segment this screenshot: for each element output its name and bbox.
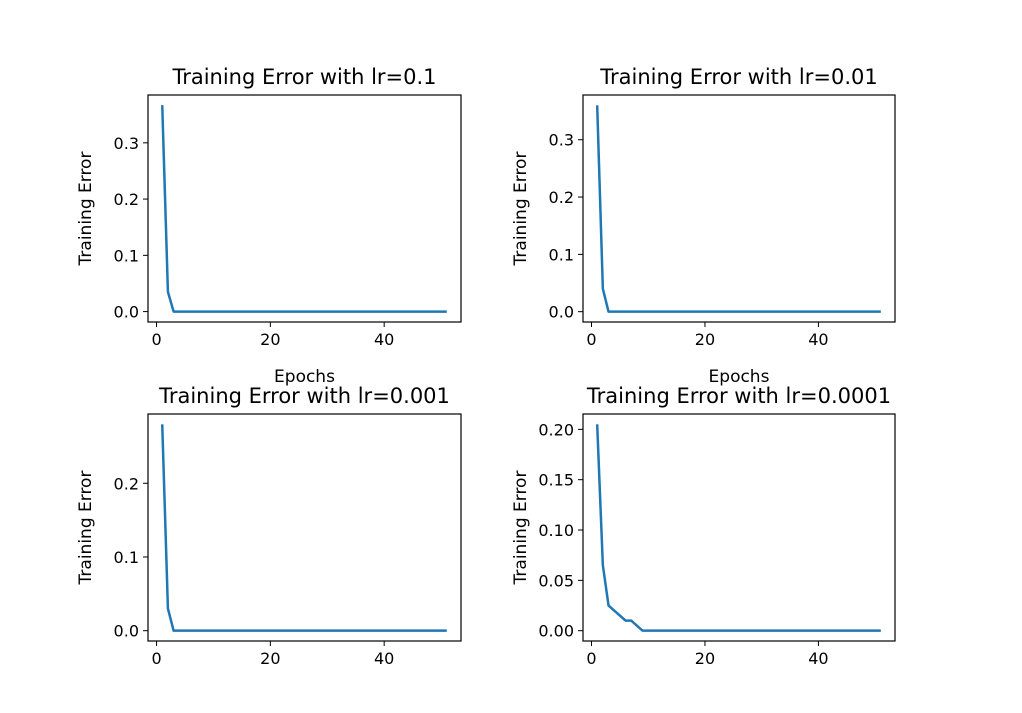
y-tick-label: 0.3 bbox=[549, 131, 574, 150]
subplot-title: Training Error with lr=0.0001 bbox=[586, 384, 891, 408]
x-tick-label: 40 bbox=[374, 649, 394, 668]
y-tick-label: 0.0 bbox=[114, 622, 139, 641]
subplot-2: 0 20 40 0.0 0.1 0.2 0.3 Training Error with lr=… bbox=[511, 65, 896, 387]
y-tick-label: 0.2 bbox=[549, 188, 574, 207]
y-tick-label: 0.0 bbox=[549, 303, 574, 322]
subplot-title: Training Error with lr=0.001 bbox=[158, 384, 450, 408]
y-axis-label: Training Error bbox=[511, 152, 531, 267]
series-line bbox=[160, 424, 447, 632]
series-line bbox=[595, 424, 881, 632]
axes-frame bbox=[582, 413, 896, 642]
y-axis-label: Training Error bbox=[76, 152, 96, 267]
y-tick-label: 0.1 bbox=[114, 246, 139, 265]
y-tick-label: 0.05 bbox=[538, 571, 574, 590]
y-tick-label: 0.00 bbox=[538, 622, 574, 641]
y-tick-label: 0.1 bbox=[114, 548, 139, 567]
y-axis-label: Training Error bbox=[76, 471, 96, 586]
axes-frame bbox=[582, 94, 896, 323]
subplot-title: Training Error with lr=0.1 bbox=[171, 65, 436, 89]
y-tick-label: 0.10 bbox=[538, 521, 574, 540]
y-tick-label: 0.20 bbox=[538, 420, 574, 439]
x-axis-label: Epochs bbox=[274, 367, 335, 387]
y-tick-label: 0.2 bbox=[114, 474, 139, 493]
x-tick-label: 0 bbox=[586, 330, 596, 349]
y-tick-label: 0.1 bbox=[549, 245, 574, 264]
y-axis-label: Training Error bbox=[511, 471, 531, 586]
x-tick-label: 40 bbox=[808, 330, 828, 349]
x-tick-label: 40 bbox=[374, 330, 394, 349]
x-tick-label: 0 bbox=[151, 649, 161, 668]
subplot-4: 0 20 40 0.00 0.05 0.10 0.15 0.20 Training Error … bbox=[511, 384, 896, 668]
y-tick-label: 0.3 bbox=[114, 134, 139, 153]
x-tick-label: 0 bbox=[151, 330, 161, 349]
series-line bbox=[160, 105, 447, 313]
axes-frame bbox=[147, 413, 462, 642]
series-line bbox=[595, 105, 881, 313]
x-tick-label: 0 bbox=[586, 649, 596, 668]
x-axis-label: Epochs bbox=[709, 367, 770, 387]
axes-frame bbox=[147, 94, 462, 323]
subplot-3: 0 20 40 0.0 0.1 0.2 Training Error with lr=0.0… bbox=[76, 384, 462, 668]
y-tick-label: 0.15 bbox=[538, 471, 574, 490]
x-tick-label: 20 bbox=[695, 330, 715, 349]
x-tick-label: 20 bbox=[695, 649, 715, 668]
subplot-title: Training Error with lr=0.01 bbox=[599, 65, 877, 89]
x-tick-label: 20 bbox=[260, 330, 280, 349]
y-tick-label: 0.0 bbox=[114, 303, 139, 322]
subplot-1: 0 20 40 0.0 0.1 0.2 0.3 Training Error with lr=… bbox=[76, 65, 462, 387]
x-tick-label: 20 bbox=[260, 649, 280, 668]
x-tick-label: 40 bbox=[808, 649, 828, 668]
y-tick-label: 0.2 bbox=[114, 190, 139, 209]
